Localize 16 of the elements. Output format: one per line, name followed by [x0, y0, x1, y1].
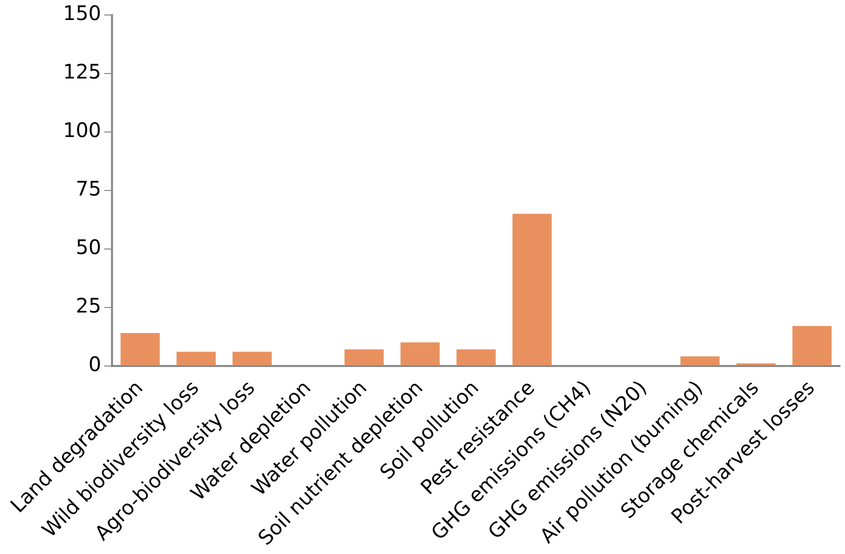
bar: [792, 326, 832, 366]
y-tick-label: 125: [62, 60, 102, 84]
y-tick-label: 100: [62, 118, 102, 142]
bar: [232, 352, 272, 366]
bar: [344, 349, 384, 366]
y-tick-label: 75: [76, 176, 102, 201]
y-tick-label: 50: [76, 235, 102, 260]
y-tick-label: 150: [62, 1, 102, 26]
bar: [400, 342, 440, 366]
y-tick-label: 25: [76, 294, 102, 318]
bar: [680, 356, 720, 366]
bar: [176, 352, 216, 366]
bar: [456, 349, 496, 366]
y-tick-label: 0: [88, 352, 102, 376]
bar: [512, 214, 552, 366]
bar: [120, 333, 160, 366]
